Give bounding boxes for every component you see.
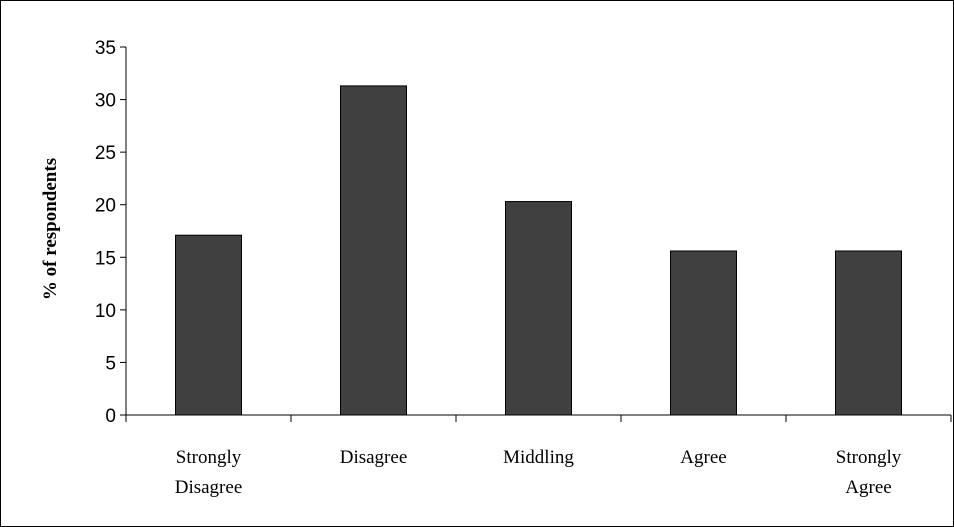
y-tick-label: 0: [105, 406, 116, 427]
y-tick-label: 20: [95, 196, 116, 217]
bars: [175, 85, 902, 416]
bar: [340, 85, 407, 416]
x-axis-ticks: Strongly Disagree Disagree Middling Agree Str…: [125, 415, 952, 498]
y-axis-title: % of respondents: [40, 158, 61, 300]
x-tick-label: Disagree: [175, 477, 243, 498]
y-tick-label: 30: [95, 91, 116, 112]
bar: [835, 250, 902, 416]
y-tick-label: 35: [95, 38, 116, 59]
y-tick-label: 10: [95, 301, 116, 322]
bar: [505, 201, 572, 416]
x-tick-label: Agree: [680, 447, 726, 468]
y-tick-label: 5: [105, 353, 116, 374]
y-tick-label: 25: [95, 143, 116, 164]
bar: [175, 234, 242, 416]
y-axis-ticks: 0 5 10 15 20 25 30 35: [95, 38, 126, 427]
x-tick-label: Strongly: [176, 447, 242, 468]
x-tick-label: Strongly: [836, 447, 902, 468]
x-tick-label: Agree: [845, 477, 891, 498]
y-tick-label: 15: [95, 248, 116, 269]
x-tick-label: Disagree: [340, 447, 408, 468]
bar: [670, 250, 737, 416]
x-tick-label: Middling: [503, 447, 574, 468]
